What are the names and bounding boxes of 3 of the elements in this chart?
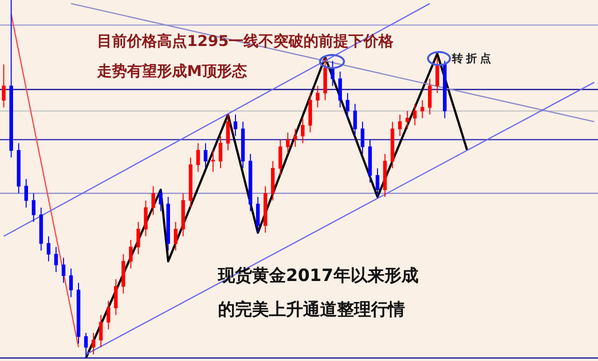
annotation: 的完美上升通道整理行情 [218,299,405,321]
annotation: 走势有望形成M顶形态 [97,62,247,81]
annotation: 转折点 [452,51,494,66]
